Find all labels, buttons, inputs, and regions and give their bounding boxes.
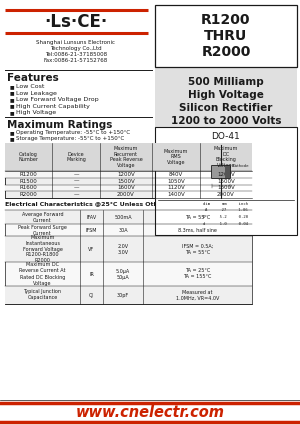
Text: D      5.2     0.20: D 5.2 0.20 bbox=[203, 215, 249, 219]
Text: Maximum
RMS
Voltage: Maximum RMS Voltage bbox=[164, 149, 188, 165]
Text: R2000: R2000 bbox=[20, 192, 38, 197]
Bar bbox=[5, 210, 252, 304]
Text: Maximum
Recurrent
Peak Reverse
Voltage: Maximum Recurrent Peak Reverse Voltage bbox=[110, 146, 142, 168]
Text: d      1.0     0.04: d 1.0 0.04 bbox=[203, 222, 249, 226]
Text: 1200V: 1200V bbox=[117, 172, 135, 177]
Text: 30A: 30A bbox=[118, 227, 128, 232]
Text: 1400V: 1400V bbox=[167, 192, 185, 197]
Text: —: — bbox=[73, 192, 79, 197]
Text: ·Ls·CE·: ·Ls·CE· bbox=[44, 12, 108, 31]
Text: 840V: 840V bbox=[169, 172, 183, 177]
Text: Storage Temperature: -55°C to +150°C: Storage Temperature: -55°C to +150°C bbox=[16, 136, 124, 141]
Text: Electrical Characteristics @25°C Unless Otherwise Specified: Electrical Characteristics @25°C Unless … bbox=[5, 202, 216, 207]
Text: ■: ■ bbox=[10, 110, 15, 115]
Text: R2000: R2000 bbox=[201, 45, 251, 59]
Text: IFAV: IFAV bbox=[86, 215, 97, 219]
Bar bbox=[5, 143, 252, 198]
Text: ■: ■ bbox=[10, 97, 15, 102]
Text: 8.3ms, half sine: 8.3ms, half sine bbox=[178, 227, 217, 232]
Text: Silicon Rectifier: Silicon Rectifier bbox=[179, 103, 273, 113]
Text: Peak Forward Surge
Current: Peak Forward Surge Current bbox=[18, 224, 67, 235]
Text: 1600V: 1600V bbox=[217, 185, 235, 190]
Text: 1050V: 1050V bbox=[167, 178, 185, 184]
Text: Features: Features bbox=[7, 73, 59, 83]
Text: Tel:0086-21-37185008: Tel:0086-21-37185008 bbox=[45, 52, 107, 57]
Bar bbox=[155, 67, 297, 127]
Text: 30pF: 30pF bbox=[117, 292, 129, 298]
Bar bbox=[225, 166, 230, 178]
Text: —: — bbox=[73, 172, 79, 177]
Text: ■: ■ bbox=[10, 136, 15, 141]
Bar bbox=[5, 236, 252, 262]
Text: Maximum Ratings: Maximum Ratings bbox=[7, 120, 112, 130]
Text: Low Cost: Low Cost bbox=[16, 84, 44, 89]
Bar bbox=[5, 184, 252, 191]
Text: R1200: R1200 bbox=[20, 172, 38, 177]
Text: CJ: CJ bbox=[89, 292, 94, 298]
Bar bbox=[5, 171, 252, 178]
Text: IFSM = 0.5A;
TA = 55°C: IFSM = 0.5A; TA = 55°C bbox=[182, 244, 213, 255]
Text: 1120V: 1120V bbox=[167, 185, 185, 190]
Text: High Current Capability: High Current Capability bbox=[16, 104, 90, 108]
Text: www.cnelectr.com: www.cnelectr.com bbox=[76, 405, 224, 420]
Text: Average Forward
Current: Average Forward Current bbox=[22, 212, 63, 223]
Text: 500mA: 500mA bbox=[114, 215, 132, 219]
Text: Fax:0086-21-57152768: Fax:0086-21-57152768 bbox=[44, 58, 108, 63]
Text: R1500: R1500 bbox=[20, 178, 38, 184]
Text: R1600: R1600 bbox=[20, 185, 38, 190]
Text: 1500V: 1500V bbox=[217, 178, 235, 184]
FancyBboxPatch shape bbox=[212, 165, 230, 178]
Bar bbox=[0, 400, 300, 425]
Text: 5.0μA
50μA: 5.0μA 50μA bbox=[116, 269, 130, 280]
Text: Maximum
Instantaneous
Forward Voltage
R1200-R1800
R2000: Maximum Instantaneous Forward Voltage R1… bbox=[22, 235, 62, 264]
Text: IR: IR bbox=[89, 272, 94, 277]
Text: 1200 to 2000 Volts: 1200 to 2000 Volts bbox=[171, 116, 281, 126]
Text: 500 Milliamp: 500 Milliamp bbox=[188, 77, 264, 87]
Text: Technology Co.,Ltd: Technology Co.,Ltd bbox=[50, 46, 102, 51]
Text: 2.0V
3.0V: 2.0V 3.0V bbox=[117, 244, 129, 255]
Text: High Voltage: High Voltage bbox=[16, 110, 56, 115]
Text: ■: ■ bbox=[10, 84, 15, 89]
Text: dim     mm     inch: dim mm inch bbox=[203, 202, 249, 206]
Text: Device
Marking: Device Marking bbox=[66, 152, 86, 162]
Text: Measured at
1.0MHz, VR=4.0V: Measured at 1.0MHz, VR=4.0V bbox=[176, 289, 219, 300]
Text: 1500V: 1500V bbox=[117, 178, 135, 184]
Text: Maximum DC
Reverse Current At
Rated DC Blocking
Voltage: Maximum DC Reverse Current At Rated DC B… bbox=[19, 263, 66, 286]
Text: ■: ■ bbox=[10, 91, 15, 96]
Text: ■: ■ bbox=[10, 104, 15, 108]
Text: —: — bbox=[73, 185, 79, 190]
Text: Catalog
Number: Catalog Number bbox=[19, 152, 38, 162]
Text: Shanghai Lunsuns Electronic: Shanghai Lunsuns Electronic bbox=[37, 40, 116, 45]
Text: 2000V: 2000V bbox=[217, 192, 235, 197]
Bar bbox=[5, 286, 252, 304]
Text: ■: ■ bbox=[10, 130, 15, 135]
Text: —: — bbox=[73, 178, 79, 184]
Text: R1200: R1200 bbox=[201, 13, 251, 27]
Text: 1600V: 1600V bbox=[117, 185, 135, 190]
Bar bbox=[5, 210, 252, 224]
Text: Operating Temperature: -55°C to +150°C: Operating Temperature: -55°C to +150°C bbox=[16, 130, 130, 135]
Bar bbox=[155, 5, 297, 67]
Text: Cathode: Cathode bbox=[233, 164, 250, 168]
Text: Typical Junction
Capacitance: Typical Junction Capacitance bbox=[23, 289, 62, 300]
Text: 1200V: 1200V bbox=[217, 172, 235, 177]
Text: TA = 55°C: TA = 55°C bbox=[185, 215, 210, 219]
Text: Low Forward Voltage Drop: Low Forward Voltage Drop bbox=[16, 97, 99, 102]
Text: A      27     1.06: A 27 1.06 bbox=[205, 208, 248, 212]
Bar bbox=[155, 127, 297, 235]
Text: DO-41: DO-41 bbox=[212, 132, 240, 141]
Text: IFSM: IFSM bbox=[86, 227, 97, 232]
Text: VF: VF bbox=[88, 246, 94, 252]
Text: TA = 25°C
TA = 155°C: TA = 25°C TA = 155°C bbox=[183, 269, 212, 280]
Bar bbox=[5, 143, 252, 171]
Text: Low Leakage: Low Leakage bbox=[16, 91, 57, 96]
Text: Maximum
DC
Blocking
Voltage: Maximum DC Blocking Voltage bbox=[214, 146, 238, 168]
Text: 2000V: 2000V bbox=[117, 192, 135, 197]
Text: THRU: THRU bbox=[204, 29, 248, 43]
Text: High Voltage: High Voltage bbox=[188, 90, 264, 100]
